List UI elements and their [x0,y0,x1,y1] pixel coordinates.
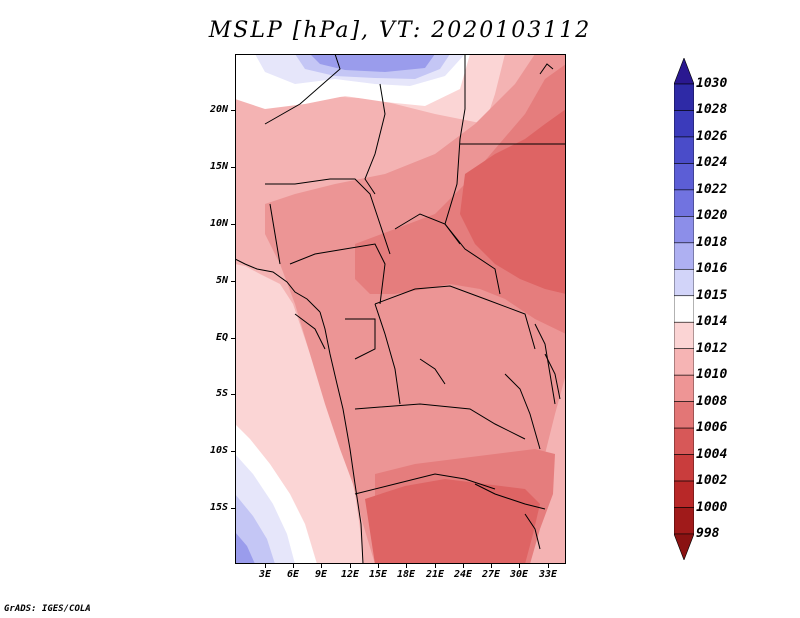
lon-tick [350,564,351,568]
colorbar-swatch [674,454,694,482]
colorbar-level-label: 1006 [696,420,728,436]
colorbar-level-label: 1004 [696,446,728,462]
colorbar-level-label: 1014 [696,314,728,330]
colorbar-level-label: 1015 [696,287,728,303]
lon-tick [378,564,379,568]
lon-label: 30E [509,569,529,580]
lon-label: 21E [425,569,445,580]
colorbar-level-label: 1000 [696,499,728,515]
colorbar-swatch [674,321,694,350]
colorbar-level-label: 1008 [696,393,728,409]
lon-tick [293,564,294,568]
colorbar-swatch [674,83,694,111]
lat-tick [231,338,235,339]
colorbar-swatch [674,216,694,244]
pressure-band-1018 [235,532,255,564]
country-borders [235,54,566,564]
lon-tick [548,564,549,568]
colorbar [674,58,694,560]
pressure-band-1004 [460,109,566,294]
pressure-band-1004-south [365,479,540,564]
lat-label: 20N [209,104,228,115]
lat-label: EQ [215,332,228,343]
colorbar-swatch [674,110,694,138]
lon-tick [406,564,407,568]
lon-tick [265,564,266,568]
map-title: MSLP [hPa], VT: 2020103112 [208,18,592,43]
lat-label: 10N [209,218,228,229]
colorbar-level-label: 1028 [696,102,728,118]
colorbar-swatch [674,242,694,270]
pressure-band-1018-north [310,54,435,72]
lon-label: 27E [481,569,501,580]
colorbar-swatch [674,348,694,376]
footer-credit: GrADS: IGES/COLA [4,604,91,614]
colorbar-level-label: 1016 [696,261,728,277]
colorbar-swatch [674,427,694,455]
pressure-map [235,54,566,564]
colorbar-level-label: 1010 [696,367,728,383]
colorbar-level-label: 998 [696,526,720,541]
lat-tick [231,451,235,452]
colorbar-swatch [674,507,694,535]
colorbar-level-label: 1024 [696,155,728,171]
lon-tick [435,564,436,568]
lat-label: 10S [209,445,228,456]
colorbar-level-label: 1002 [696,473,728,489]
colorbar-level-label: 1012 [696,340,728,356]
colorbar-swatch [674,268,694,297]
lon-label: 12E [340,569,360,580]
lon-tick [463,564,464,568]
lon-label: 6E [286,569,300,580]
lon-label: 18E [396,569,416,580]
lat-label: 5N [215,275,228,286]
lat-label: 5S [215,388,228,399]
colorbar-level-label: 1020 [696,208,728,224]
lon-tick [519,564,520,568]
colorbar-level-label: 1018 [696,234,728,250]
colorbar-bottom-arrow [674,533,694,560]
lon-label: 3E [258,569,272,580]
lat-tick [231,167,235,168]
lon-tick [491,564,492,568]
colorbar-level-label: 1026 [696,128,728,144]
colorbar-level-label: 1022 [696,181,728,197]
lon-tick [321,564,322,568]
lon-label: 9E [314,569,328,580]
lat-tick [231,394,235,395]
lat-tick [231,224,235,225]
colorbar-swatch [674,480,694,508]
colorbar-swatch [674,401,694,429]
colorbar-swatch [674,374,694,402]
lon-label: 24E [453,569,473,580]
colorbar-swatch [674,136,694,164]
lon-label: 33E [538,569,558,580]
colorbar-swatch [674,295,694,323]
lon-label: 15E [368,569,388,580]
colorbar-level-label: 1030 [696,76,728,91]
lat-label: 15N [209,161,228,172]
lat-tick [231,508,235,509]
colorbar-top-arrow [674,58,694,85]
colorbar-swatch [674,163,694,191]
lat-tick [231,281,235,282]
lat-label: 15S [209,502,228,513]
colorbar-swatch [674,189,694,217]
lat-tick [231,110,235,111]
